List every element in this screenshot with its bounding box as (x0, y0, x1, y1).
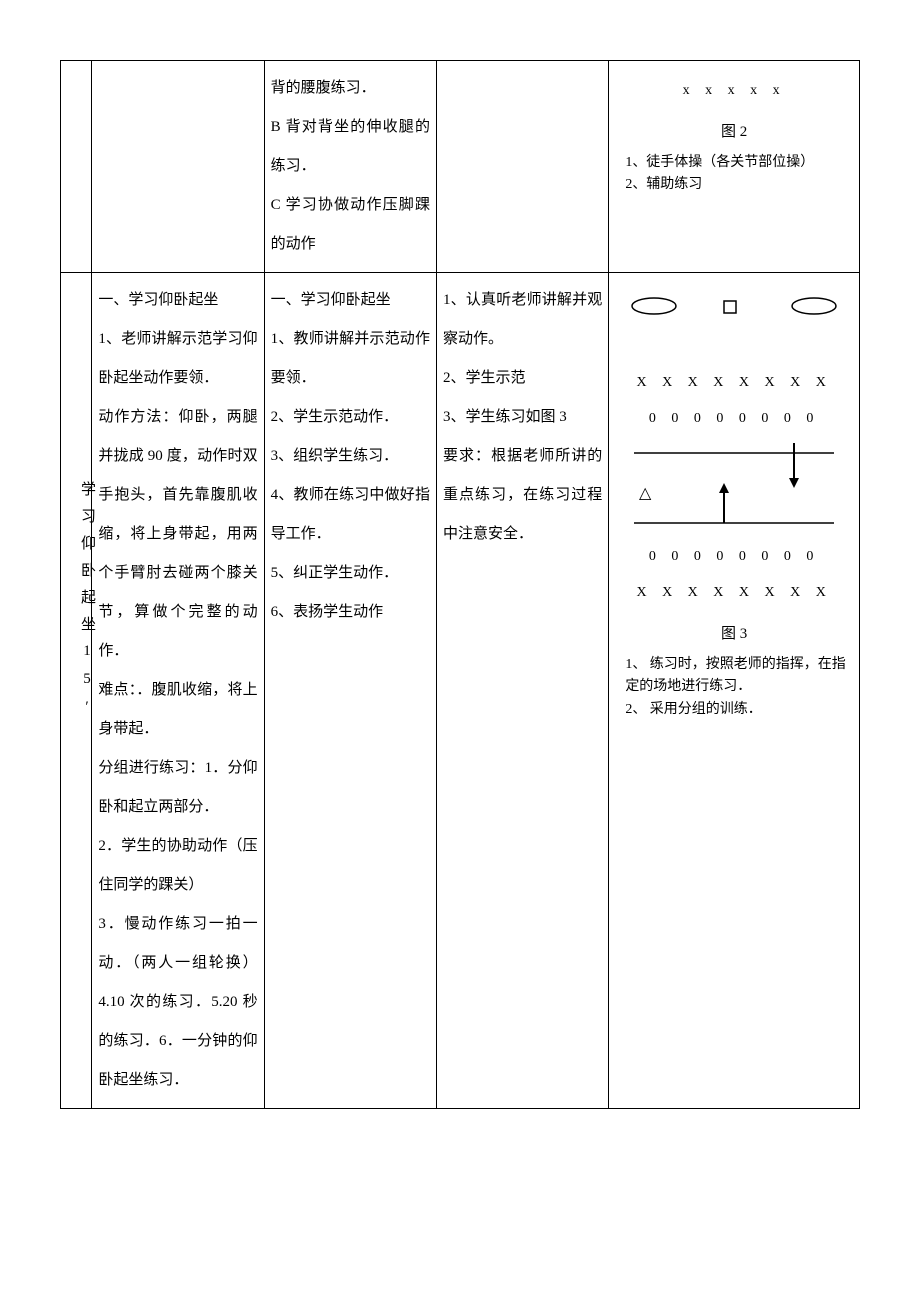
note-item: 1、徒手体操（各关节部位操） (615, 152, 853, 174)
cell-row2-col2: 一、学习仰卧起坐 1、老师讲解示范学习仰卧起坐动作要领． 动作方法：仰卧，两腿并… (92, 273, 264, 1109)
text-para: 1、教师讲解并示范动作要领． (271, 320, 430, 398)
lesson-plan-page: 背的腰腹练习． B 背对背坐的伸收腿的练习． C 学习协做动作压脚踝的动作 x … (60, 60, 860, 1109)
text-para: 6、表扬学生动作 (271, 593, 430, 632)
triangle-icon: △ (639, 485, 652, 502)
heading: 一、学习仰卧起坐 (271, 281, 430, 320)
diagram-x-row: X X X X X X X X (615, 579, 853, 607)
text-para: 3、组织学生练习． (271, 437, 430, 476)
note-item: 2、 采用分组的训练． (615, 699, 853, 721)
text-para: 2、学生示范 (443, 359, 602, 398)
text-para: 要求：根据老师所讲的重点练习，在练习过程中注意安全． (443, 437, 602, 554)
cell-row2-col3: 一、学习仰卧起坐 1、教师讲解并示范动作要领． 2、学生示范动作． 3、组织学生… (264, 273, 436, 1109)
text-para: 分组进行练习：1．分仰卧和起立两部分． (98, 749, 257, 827)
arrows-diagram-icon: △ (624, 443, 844, 533)
cell-row2-col4: 1、认真听老师讲解并观察动作。 2、学生示范 3、学生练习如图 3 要求：根据老… (436, 273, 608, 1109)
cell-row1-col2 (92, 61, 264, 273)
text-line: B 背对背坐的伸收腿的练习． (271, 108, 430, 186)
shapes-row-icon (624, 291, 844, 321)
cell-row1-col3: 背的腰腹练习． B 背对背坐的伸收腿的练习． C 学习协做动作压脚踝的动作 (264, 61, 436, 273)
cell-row1-col4 (436, 61, 608, 273)
text-para: 1、认真听老师讲解并观察动作。 (443, 281, 602, 359)
diagram-x-row: X X X X X X X X (615, 369, 853, 397)
text-para: 难点：．腹肌收缩，将上身带起． (98, 671, 257, 749)
text-para: 3、学生练习如图 3 (443, 398, 602, 437)
text-para: 3．慢动作练习一拍一动．（两人一组轮换）4.10 次的练习．5.20 秒的练习．… (98, 905, 257, 1100)
figure-label-3: 图 3 (615, 615, 853, 654)
text-para: 动作方法：仰卧，两腿并拢成 90 度，动作时双手抱头，首先靠腹肌收缩，将上身带起… (98, 398, 257, 671)
diagram-o-row: 0 0 0 0 0 0 0 0 (615, 405, 853, 433)
table-row: 背的腰腹练习． B 背对背坐的伸收腿的练习． C 学习协做动作压脚踝的动作 x … (61, 61, 860, 273)
note-item: 2、辅助练习 (615, 174, 853, 196)
figure-label-2: 图 2 (615, 113, 853, 152)
cell-row2-col5: X X X X X X X X 0 0 0 0 0 0 0 0 △ 0 0 0 … (609, 273, 860, 1109)
text-para: 4、教师在练习中做好指导工作． (271, 476, 430, 554)
text-line: C 学习协做动作压脚踝的动作 (271, 186, 430, 264)
text-para: 1、老师讲解示范学习仰卧起坐动作要领． (98, 320, 257, 398)
text-para: 2、学生示范动作． (271, 398, 430, 437)
text-para: 5、纠正学生动作． (271, 554, 430, 593)
text-para: 2．学生的协助动作（压住同学的踝关） (98, 827, 257, 905)
diagram-x-row: x x x x x (615, 77, 853, 105)
table-row: 学习仰卧起坐15′ 一、学习仰卧起坐 1、老师讲解示范学习仰卧起坐动作要领． 动… (61, 273, 860, 1109)
lesson-table: 背的腰腹练习． B 背对背坐的伸收腿的练习． C 学习协做动作压脚踝的动作 x … (60, 60, 860, 1109)
cell-row2-col1: 学习仰卧起坐15′ (61, 273, 92, 1109)
text-line: 背的腰腹练习． (271, 69, 430, 108)
cell-row1-col1 (61, 61, 92, 273)
diagram-o-row: 0 0 0 0 0 0 0 0 (615, 543, 853, 571)
note-item: 1、 练习时，按照老师的指挥，在指定的场地进行练习． (615, 654, 853, 699)
cell-row1-col5: x x x x x 图 2 1、徒手体操（各关节部位操） 2、辅助练习 (609, 61, 860, 273)
heading: 一、学习仰卧起坐 (98, 281, 257, 320)
